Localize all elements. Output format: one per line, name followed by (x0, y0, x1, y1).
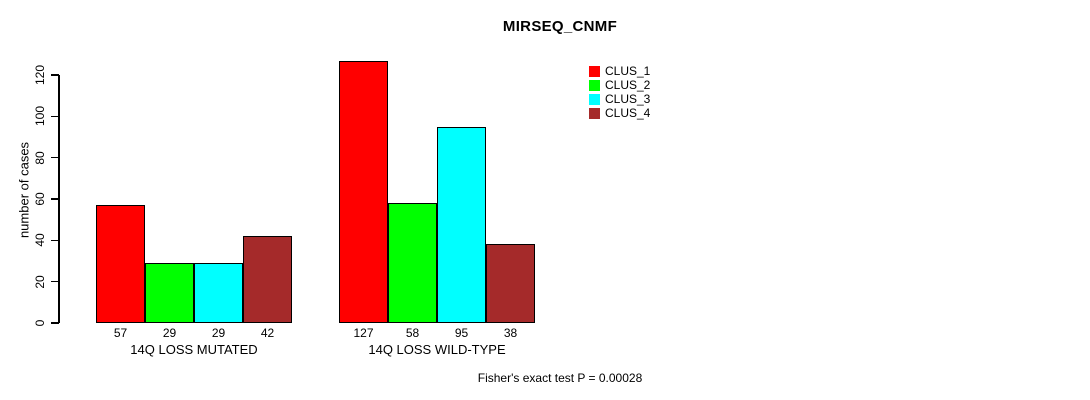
y-axis-tick (51, 280, 59, 283)
y-axis-tick (51, 198, 59, 200)
chart-title: MIRSEQ_CNMF (502, 18, 618, 35)
legend-swatch (589, 65, 600, 77)
bar-clus_1-group2 (339, 61, 388, 323)
y-axis-tick-label: 100 (33, 106, 47, 127)
y-axis-tick (51, 156, 59, 159)
bar-value-label: 127 (353, 326, 374, 340)
y-axis-tick-label: 80 (33, 150, 47, 165)
legend-item: CLUS_4 (589, 106, 650, 120)
legend-item: CLUS_3 (589, 92, 650, 106)
legend-label: CLUS_3 (605, 92, 651, 106)
y-axis-tick-label: 0 (33, 319, 47, 327)
legend-swatch (589, 93, 600, 105)
bar-value-label: 42 (260, 326, 275, 340)
category-label: 14Q LOSS WILD-TYPE (368, 342, 506, 357)
bar-value-label: 58 (405, 326, 420, 340)
bar-clus_4-group2 (486, 244, 535, 323)
legend-label: CLUS_2 (605, 78, 651, 92)
bar-clus_2-group2 (388, 203, 437, 323)
bar-value-label: 57 (113, 326, 128, 340)
legend-label: CLUS_4 (605, 106, 651, 120)
bar-value-label: 38 (503, 326, 518, 340)
legend-label: CLUS_1 (605, 64, 651, 78)
bar-value-label: 95 (454, 326, 469, 340)
y-axis-tick-label: 40 (33, 233, 47, 248)
y-axis-label: number of cases (16, 141, 32, 239)
bar-clus_3-group2 (437, 127, 486, 323)
y-axis-tick (51, 74, 59, 76)
legend-swatch (589, 79, 600, 91)
bar-value-label: 29 (162, 326, 177, 340)
y-axis-tick (51, 115, 59, 118)
bar-clus_4-group1 (243, 236, 292, 323)
legend-swatch (589, 107, 600, 119)
legend-item: CLUS_1 (589, 64, 650, 78)
bar-value-label: 29 (211, 326, 226, 340)
bar-clus_1-group1 (96, 205, 145, 323)
y-axis-tick-label: 60 (33, 192, 47, 206)
y-axis-tick (51, 239, 59, 242)
y-axis-tick-label: 120 (33, 64, 47, 85)
y-axis-tick-label: 20 (33, 274, 47, 289)
category-label: 14Q LOSS MUTATED (130, 342, 258, 357)
bar-clus_3-group1 (194, 263, 243, 323)
stat-annotation: Fisher's exact test P = 0.00028 (477, 371, 643, 385)
bar-clus_2-group1 (145, 263, 194, 323)
legend-item: CLUS_2 (589, 78, 650, 92)
y-axis-tick (51, 322, 59, 324)
legend: CLUS_1 CLUS_2 CLUS_3 CLUS_4 (589, 64, 650, 120)
